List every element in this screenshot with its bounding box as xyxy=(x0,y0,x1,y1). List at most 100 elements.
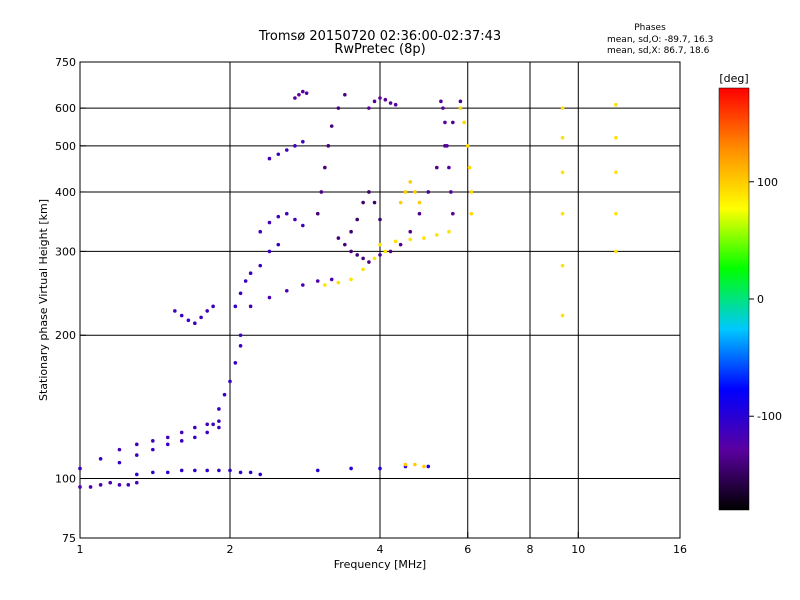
data-point xyxy=(293,144,297,148)
phases-heading: Phases xyxy=(634,23,666,33)
colorbar-tick-label: 0 xyxy=(757,293,764,306)
data-point xyxy=(343,93,347,97)
data-point xyxy=(337,236,341,240)
data-point xyxy=(78,485,82,489)
ionogram-chart: 1 2 4 6 8 10 1675100200300400500600750 Tromsø … xyxy=(0,0,800,600)
data-point xyxy=(99,457,103,461)
data-point xyxy=(135,443,139,447)
data-point xyxy=(561,170,565,174)
data-point xyxy=(234,305,238,309)
data-point xyxy=(614,103,618,107)
data-point xyxy=(180,431,184,435)
data-point xyxy=(394,240,398,244)
data-point xyxy=(108,481,112,485)
data-point xyxy=(561,106,565,110)
data-point xyxy=(268,250,272,254)
data-point xyxy=(367,190,371,194)
data-point xyxy=(384,250,388,254)
data-point xyxy=(193,436,197,440)
data-point xyxy=(470,190,474,194)
data-point xyxy=(561,314,565,318)
data-point xyxy=(614,170,618,174)
data-point xyxy=(422,465,426,469)
data-point xyxy=(413,463,417,467)
data-point xyxy=(361,201,365,205)
data-point xyxy=(89,485,93,489)
data-point xyxy=(399,201,403,205)
data-point xyxy=(316,279,320,283)
data-point xyxy=(413,190,417,194)
data-point xyxy=(205,469,209,473)
data-point xyxy=(389,250,393,254)
data-point xyxy=(135,481,139,485)
y-tick-label: 100 xyxy=(55,473,76,486)
data-point xyxy=(239,471,243,475)
data-point xyxy=(445,144,449,148)
data-point xyxy=(166,471,170,475)
data-point xyxy=(337,106,341,110)
data-point xyxy=(361,268,365,272)
data-point xyxy=(249,305,253,309)
data-point xyxy=(323,166,327,170)
data-point xyxy=(373,257,377,261)
y-tick-label: 500 xyxy=(55,140,76,153)
data-point xyxy=(211,422,215,426)
data-point xyxy=(217,407,221,411)
data-point xyxy=(285,289,289,293)
data-point xyxy=(443,121,447,125)
data-point xyxy=(378,467,382,471)
data-point xyxy=(173,309,177,313)
data-point xyxy=(466,144,470,148)
data-point xyxy=(301,283,305,287)
data-point xyxy=(459,100,463,104)
data-point xyxy=(205,431,209,435)
data-point xyxy=(118,483,122,487)
data-point xyxy=(337,281,341,285)
data-point xyxy=(614,136,618,140)
data-point xyxy=(301,224,305,228)
data-point xyxy=(301,140,305,144)
data-point xyxy=(451,212,455,216)
data-point xyxy=(320,190,324,194)
data-point xyxy=(285,212,289,216)
data-point xyxy=(441,106,445,110)
data-point xyxy=(327,144,331,148)
colorbar-tick-label: 100 xyxy=(757,176,778,189)
data-point xyxy=(426,190,430,194)
data-point xyxy=(205,309,209,313)
data-point xyxy=(418,212,422,216)
data-point xyxy=(297,93,301,97)
chart-subtitle: RwPretec (8p) xyxy=(334,42,425,57)
data-point xyxy=(408,230,412,234)
data-point xyxy=(166,443,170,447)
data-point xyxy=(349,230,353,234)
data-point xyxy=(166,436,170,440)
data-point xyxy=(249,271,253,275)
data-point xyxy=(408,180,412,184)
data-point xyxy=(367,106,371,110)
data-point xyxy=(349,278,353,282)
data-point xyxy=(378,243,382,247)
data-point xyxy=(435,166,439,170)
data-point xyxy=(447,166,451,170)
data-point xyxy=(305,91,309,95)
data-point xyxy=(373,100,377,104)
data-point xyxy=(389,101,393,105)
data-point xyxy=(199,316,203,320)
data-point xyxy=(349,467,353,471)
y-tick-label: 75 xyxy=(62,532,76,545)
data-point xyxy=(118,448,122,452)
data-point xyxy=(234,361,238,365)
data-point xyxy=(99,483,103,487)
x-tick-label: 2 xyxy=(227,543,234,556)
phases-o-line: mean, sd,O: -89.7, 16.3 xyxy=(607,35,713,45)
data-point xyxy=(249,471,253,475)
data-point xyxy=(193,469,197,473)
data-point xyxy=(151,471,155,475)
data-point xyxy=(180,469,184,473)
x-axis-label: Frequency [MHz] xyxy=(334,558,426,571)
data-point xyxy=(316,469,320,473)
data-point xyxy=(404,190,408,194)
data-point xyxy=(561,212,565,216)
data-point xyxy=(258,473,262,477)
